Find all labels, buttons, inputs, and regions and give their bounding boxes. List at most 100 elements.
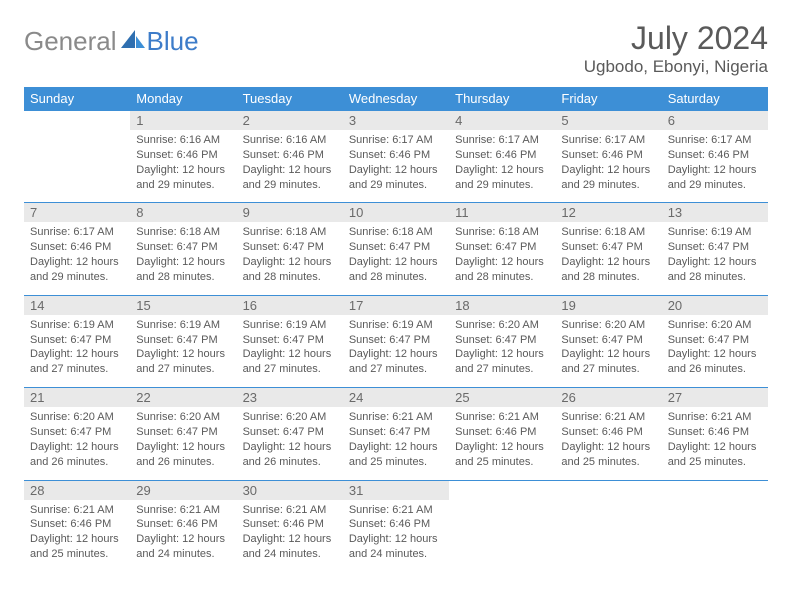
day-number: 21: [24, 388, 130, 408]
empty-day: [449, 480, 555, 500]
sunset-line: Sunset: 6:47 PM: [455, 241, 536, 253]
day-cell: Sunrise: 6:20 AM Sunset: 6:47 PM Daylight:…: [662, 315, 768, 388]
sunset-line: Sunset: 6:46 PM: [243, 518, 324, 530]
daylight-line: Daylight: 12 hours and 27 minutes.: [455, 348, 544, 375]
sunrise-line: Sunrise: 6:17 AM: [455, 134, 539, 146]
day-number: 18: [449, 295, 555, 315]
empty-day: [555, 480, 661, 500]
sunset-line: Sunset: 6:47 PM: [136, 334, 217, 346]
day-number: 6: [662, 111, 768, 131]
sunrise-line: Sunrise: 6:20 AM: [668, 319, 752, 331]
sunset-line: Sunset: 6:46 PM: [349, 149, 430, 161]
day-cell: Sunrise: 6:18 AMSunset: 6:47 PMDaylight:…: [555, 222, 661, 295]
empty-day: [662, 480, 768, 500]
day-number: 2: [237, 111, 343, 131]
location-label: Ugbodo, Ebonyi, Nigeria: [584, 57, 768, 77]
weekday-header: Friday: [555, 87, 661, 111]
day-cell: Sunrise: 6:21 AMSunset: 6:46 PMDaylight:…: [237, 500, 343, 572]
sunrise-line: Sunrise: 6:20 AM: [561, 319, 645, 331]
day-number-row: 21222324252627: [24, 388, 768, 408]
calendar-body: 123456 Sunrise: 6:16 AM Sunset: 6:46 PM Day…: [24, 111, 768, 572]
day-number: 4: [449, 111, 555, 131]
sunrise-line: Sunrise: 6:20 AM: [136, 411, 220, 423]
sunset-line: Sunset: 6:46 PM: [455, 426, 536, 438]
sunset-line: Sunset: 6:47 PM: [136, 426, 217, 438]
logo: General Blue: [24, 26, 199, 57]
empty-cell: [449, 500, 555, 572]
weekday-header: Thursday: [449, 87, 555, 111]
weekday-header: Tuesday: [237, 87, 343, 111]
daylight-line: Daylight: 12 hours and 25 minutes.: [30, 533, 119, 560]
sunrise-line: Sunrise: 6:17 AM: [561, 134, 645, 146]
sunrise-line: Sunrise: 6:21 AM: [243, 504, 327, 516]
day-cell: Sunrise: 6:20 AM Sunset: 6:47 PM Daylight:…: [24, 407, 130, 480]
sunset-line: Sunset: 6:47 PM: [561, 241, 642, 253]
day-cell: Sunrise: 6:21 AMSunset: 6:46 PMDaylight:…: [449, 407, 555, 480]
day-cell: Sunrise: 6:20 AMSunset: 6:47 PMDaylight:…: [130, 407, 236, 480]
day-cell: Sunrise: 6:17 AMSunset: 6:46 PMDaylight:…: [24, 222, 130, 295]
day-number: 28: [24, 480, 130, 500]
daylight-line: Daylight: 12 hours and 28 minutes.: [136, 256, 225, 283]
day-cell: Sunrise: 6:21 AMSunset: 6:46 PMDaylight:…: [130, 500, 236, 572]
day-number-row: 78910111213: [24, 203, 768, 223]
sunset-line: Sunset: 6:46 PM: [561, 426, 642, 438]
sunset-line: Sunset: 6:47 PM: [349, 334, 430, 346]
day-cell: Sunrise: 6:17 AMSunset: 6:46 PMDaylight:…: [555, 130, 661, 203]
weekday-header: Saturday: [662, 87, 768, 111]
day-cell: Sunrise: 6:20 AMSunset: 6:47 PMDaylight:…: [449, 315, 555, 388]
day-number: 31: [343, 480, 449, 500]
sunrise-line: Sunrise: 6:17 AM: [668, 134, 752, 146]
day-content-row: Sunrise: 6:20 AM Sunset: 6:47 PM Daylight:…: [24, 407, 768, 480]
sunset-line: Sunset: 6:47 PM: [243, 426, 324, 438]
sunset-line: Sunset: 6:47 PM: [668, 334, 749, 346]
sunset-line: Sunset: 6:46 PM: [136, 149, 217, 161]
sunset-line: Sunset: 6:47 PM: [349, 426, 430, 438]
day-content-row: Sunrise: 6:19 AM Sunset: 6:47 PM Daylight:…: [24, 315, 768, 388]
day-number-row: 123456: [24, 111, 768, 131]
sunset-line: Sunset: 6:46 PM: [455, 149, 536, 161]
daylight-line: Daylight: 12 hours and 28 minutes.: [668, 256, 757, 283]
day-cell: Sunrise: 6:21 AMSunset: 6:47 PMDaylight:…: [343, 407, 449, 480]
day-number: 19: [555, 295, 661, 315]
daylight-line: Daylight: 12 hours and 29 minutes.: [349, 164, 438, 191]
day-cell: Sunrise: 6:16 AMSunset: 6:46 PMDaylight:…: [237, 130, 343, 203]
sunrise-line: Sunrise: 6:19 AM: [349, 319, 433, 331]
daylight-line: Daylight: 12 hours and 25 minutes.: [668, 441, 757, 468]
sunrise-line: Sunrise: 6:18 AM: [243, 226, 327, 238]
daylight-line: Daylight: 12 hours and 27 minutes.: [30, 348, 119, 375]
day-number: 1: [130, 111, 236, 131]
day-cell: Sunrise: 6:21 AM Sunset: 6:46 PM Daylight:…: [555, 407, 661, 480]
sunset-line: Sunset: 6:47 PM: [30, 334, 111, 346]
day-cell: Sunrise: 6:17 AMSunset: 6:46 PMDaylight:…: [449, 130, 555, 203]
daylight-line: Daylight: 12 hours and 25 minutes.: [349, 441, 438, 468]
daylight-line: Daylight: 12 hours and 29 minutes.: [136, 164, 225, 191]
weekday-header-row: SundayMondayTuesdayWednesdayThursdayFrid…: [24, 87, 768, 111]
sunrise-line: Sunrise: 6:21 AM: [30, 504, 114, 516]
sunrise-line: Sunrise: 6:18 AM: [455, 226, 539, 238]
day-cell: Sunrise: 6:21 AMSunset: 6:46 PMDaylight:…: [343, 500, 449, 572]
logo-sail-icon: [121, 28, 147, 55]
day-number: 30: [237, 480, 343, 500]
sunset-line: Sunset: 6:47 PM: [30, 426, 111, 438]
day-cell: Sunrise: 6:18 AMSunset: 6:47 PMDaylight:…: [130, 222, 236, 295]
sunrise-line: Sunrise: 6:21 AM: [455, 411, 539, 423]
sunrise-line: Sunrise: 6:18 AM: [561, 226, 645, 238]
day-number: 16: [237, 295, 343, 315]
sunrise-line: Sunrise: 6:20 AM: [30, 411, 114, 423]
logo-text-blue: Blue: [147, 26, 199, 57]
day-cell: Sunrise: 6:16 AM Sunset: 6:46 PM Daylight:…: [130, 130, 236, 203]
daylight-line: Daylight: 12 hours and 26 minutes.: [668, 348, 757, 375]
sunset-line: Sunset: 6:46 PM: [349, 518, 430, 530]
daylight-line: Daylight: 12 hours and 27 minutes.: [561, 348, 650, 375]
day-cell: Sunrise: 6:17 AMSunset: 6:46 PMDaylight:…: [343, 130, 449, 203]
daylight-line: Daylight: 12 hours and 26 minutes.: [30, 441, 119, 468]
sunrise-line: Sunrise: 6:19 AM: [243, 319, 327, 331]
day-number: 3: [343, 111, 449, 131]
day-number: 22: [130, 388, 236, 408]
sunrise-line: Sunrise: 6:19 AM: [136, 319, 220, 331]
day-cell: Sunrise: 6:21 AMSunset: 6:46 PMDaylight:…: [24, 500, 130, 572]
daylight-line: Daylight: 12 hours and 25 minutes.: [561, 441, 650, 468]
sunrise-line: Sunrise: 6:21 AM: [349, 504, 433, 516]
sunrise-line: Sunrise: 6:16 AM: [136, 134, 220, 146]
sunrise-line: Sunrise: 6:21 AM: [561, 411, 645, 423]
